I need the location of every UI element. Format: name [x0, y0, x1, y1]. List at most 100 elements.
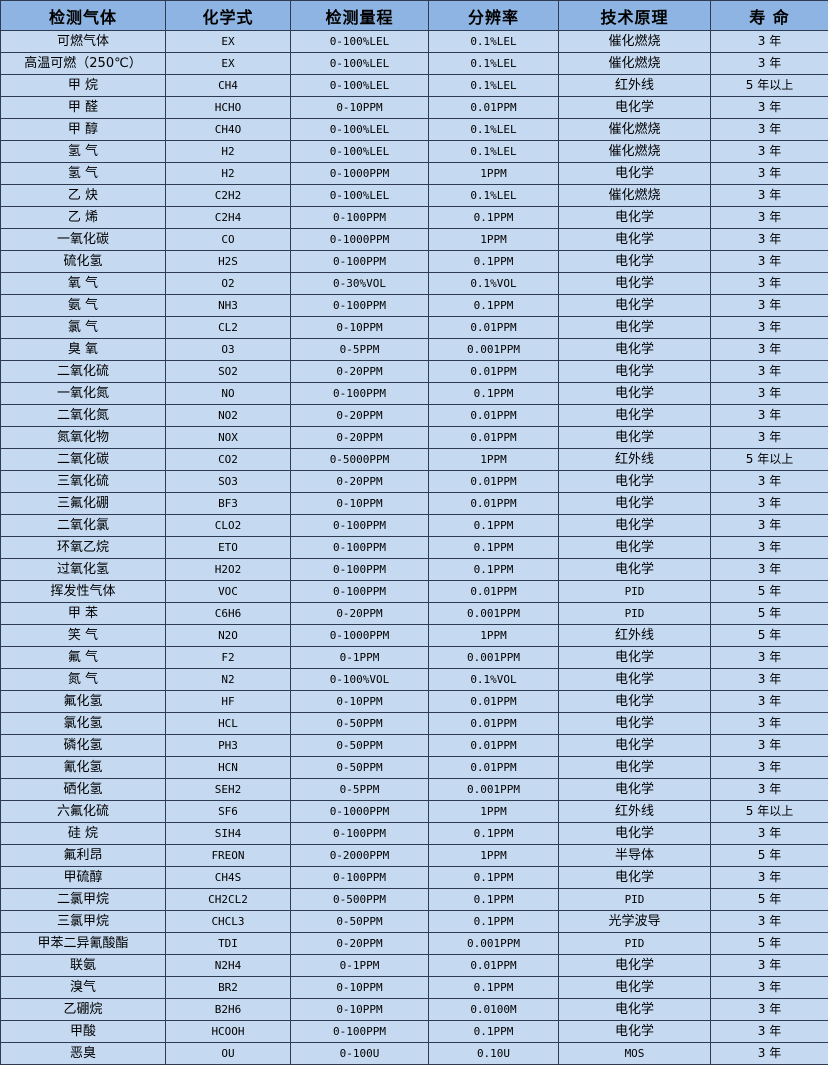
cell-resolution: 0.1PPM — [429, 977, 559, 999]
cell-gas: 乙 炔 — [1, 185, 166, 207]
cell-range: 0-100PPM — [291, 537, 429, 559]
cell-principle: 催化燃烧 — [559, 141, 711, 163]
cell-formula: NH3 — [166, 295, 291, 317]
cell-principle: 电化学 — [559, 229, 711, 251]
cell-lifetime: 3 年 — [711, 273, 828, 295]
cell-principle: 电化学 — [559, 493, 711, 515]
cell-principle: 电化学 — [559, 339, 711, 361]
cell-range: 0-100%VOL — [291, 669, 429, 691]
cell-range: 0-10PPM — [291, 691, 429, 713]
cell-resolution: 0.1%LEL — [429, 119, 559, 141]
cell-principle: 电化学 — [559, 999, 711, 1021]
cell-resolution: 0.1PPM — [429, 537, 559, 559]
cell-lifetime: 5 年 — [711, 603, 828, 625]
cell-gas: 二氧化氯 — [1, 515, 166, 537]
cell-lifetime: 3 年 — [711, 515, 828, 537]
cell-resolution: 0.001PPM — [429, 647, 559, 669]
cell-principle: 电化学 — [559, 273, 711, 295]
cell-principle: 电化学 — [559, 669, 711, 691]
cell-range: 0-100PPM — [291, 559, 429, 581]
cell-principle: 电化学 — [559, 977, 711, 999]
cell-formula: B2H6 — [166, 999, 291, 1021]
cell-formula: BF3 — [166, 493, 291, 515]
cell-formula: TDI — [166, 933, 291, 955]
cell-formula: HCHO — [166, 97, 291, 119]
cell-range: 0-100PPM — [291, 383, 429, 405]
cell-range: 0-10PPM — [291, 97, 429, 119]
cell-lifetime: 3 年 — [711, 251, 828, 273]
cell-principle: 电化学 — [559, 691, 711, 713]
column-header-resolution: 分辨率 — [429, 1, 559, 31]
cell-range: 0-50PPM — [291, 713, 429, 735]
cell-gas: 二氧化硫 — [1, 361, 166, 383]
cell-range: 0-5PPM — [291, 779, 429, 801]
cell-formula: N2 — [166, 669, 291, 691]
cell-resolution: 0.001PPM — [429, 339, 559, 361]
cell-principle: 红外线 — [559, 75, 711, 97]
cell-principle: 电化学 — [559, 295, 711, 317]
cell-range: 0-100PPM — [291, 295, 429, 317]
cell-lifetime: 5 年 — [711, 889, 828, 911]
cell-range: 0-20PPM — [291, 603, 429, 625]
cell-resolution: 0.01PPM — [429, 735, 559, 757]
cell-lifetime: 3 年 — [711, 1021, 828, 1043]
cell-formula: SEH2 — [166, 779, 291, 801]
cell-gas: 甲 醛 — [1, 97, 166, 119]
cell-lifetime: 5 年以上 — [711, 801, 828, 823]
cell-resolution: 0.0100M — [429, 999, 559, 1021]
cell-gas: 笑 气 — [1, 625, 166, 647]
cell-principle: PID — [559, 581, 711, 603]
cell-principle: PID — [559, 933, 711, 955]
cell-formula: CH4 — [166, 75, 291, 97]
cell-gas: 二氧化碳 — [1, 449, 166, 471]
cell-range: 0-100PPM — [291, 251, 429, 273]
cell-principle: 电化学 — [559, 317, 711, 339]
cell-gas: 氯 气 — [1, 317, 166, 339]
cell-principle: 催化燃烧 — [559, 119, 711, 141]
cell-resolution: 0.1%LEL — [429, 75, 559, 97]
cell-formula: C2H2 — [166, 185, 291, 207]
cell-formula: FREON — [166, 845, 291, 867]
cell-gas: 氢 气 — [1, 163, 166, 185]
cell-gas: 三氟化硼 — [1, 493, 166, 515]
cell-lifetime: 3 年 — [711, 999, 828, 1021]
cell-range: 0-1000PPM — [291, 801, 429, 823]
cell-resolution: 0.1PPM — [429, 383, 559, 405]
cell-range: 0-10PPM — [291, 999, 429, 1021]
cell-formula: NO2 — [166, 405, 291, 427]
cell-principle: 半导体 — [559, 845, 711, 867]
cell-gas: 溴气 — [1, 977, 166, 999]
cell-gas: 甲苯二异氰酸酯 — [1, 933, 166, 955]
cell-principle: 电化学 — [559, 713, 711, 735]
cell-lifetime: 3 年 — [711, 119, 828, 141]
cell-formula: C2H4 — [166, 207, 291, 229]
cell-gas: 氰化氢 — [1, 757, 166, 779]
cell-gas: 一氧化碳 — [1, 229, 166, 251]
cell-range: 0-10PPM — [291, 977, 429, 999]
cell-formula: EX — [166, 31, 291, 53]
cell-range: 0-1000PPM — [291, 163, 429, 185]
cell-range: 0-20PPM — [291, 471, 429, 493]
cell-range: 0-100PPM — [291, 207, 429, 229]
cell-principle: 催化燃烧 — [559, 53, 711, 75]
cell-resolution: 0.1PPM — [429, 559, 559, 581]
cell-formula: BR2 — [166, 977, 291, 999]
cell-gas: 硅 烷 — [1, 823, 166, 845]
table-header: 检测气体 化学式 检测量程 分辨率 技术原理 寿 命 — [1, 1, 828, 31]
